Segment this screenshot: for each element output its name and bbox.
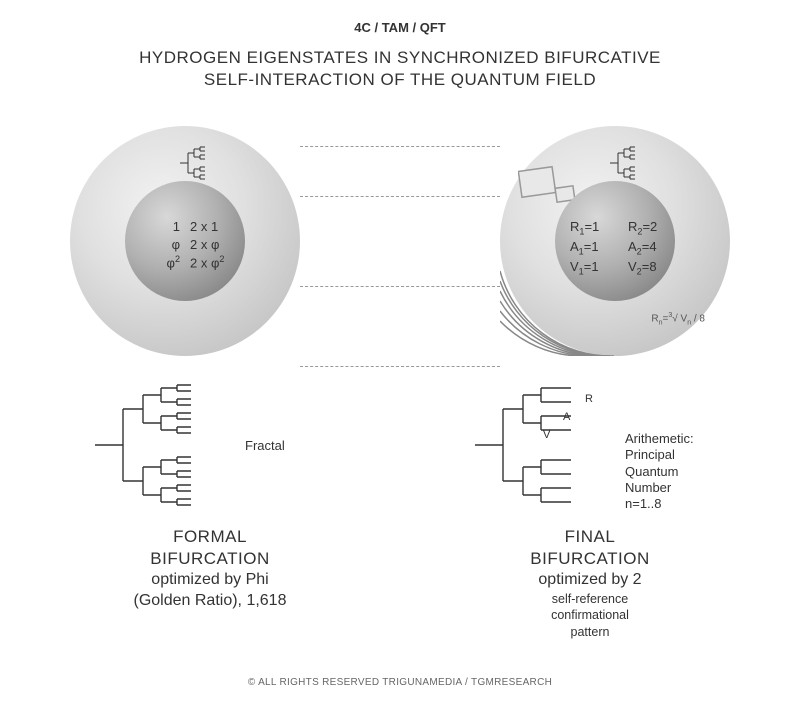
label: 2 x φ2 xyxy=(190,253,224,272)
fractal-label: Fractal xyxy=(245,438,285,454)
bifurcation-tree-icon xyxy=(180,146,235,181)
left-sphere-group: 1 φ φ2 2 x 1 2 x φ 2 x φ2 xyxy=(70,126,300,356)
node-v-label: V xyxy=(543,429,550,443)
copyright-footer: © ALL RIGHTS RESERVED TRIGUNAMEDIA / TGM… xyxy=(0,677,800,688)
label: R2=2 xyxy=(628,218,657,238)
label-line: Arithemetic: xyxy=(625,431,694,446)
caption-big: FINAL xyxy=(460,526,720,548)
caption-small: self-reference xyxy=(460,591,720,607)
right-sphere-col2: R2=2 A2=4 V2=8 xyxy=(628,218,657,278)
label: 2 x φ xyxy=(190,236,224,254)
connector-dashes xyxy=(300,126,500,356)
label-line: Number n=1..8 xyxy=(625,480,671,511)
dash-line xyxy=(300,146,500,147)
caption-line: optimized by 2 xyxy=(460,570,720,591)
label: φ2 xyxy=(155,253,180,272)
title-line-2: SELF-INTERACTION OF THE QUANTUM FIELD xyxy=(204,70,596,89)
right-sphere-group: R1=1 A1=1 V1=1 R2=2 A2=4 V2=8 Rn=3√ Vn /… xyxy=(500,126,730,356)
caption-line: optimized by Phi xyxy=(80,570,340,591)
rav-tree-icon xyxy=(475,381,625,509)
caption-line: (Golden Ratio), 1,618 xyxy=(80,591,340,612)
label: φ xyxy=(155,236,180,254)
left-tree-block: Fractal xyxy=(95,381,325,514)
label-line: Principal xyxy=(625,447,675,462)
inner-sphere xyxy=(125,181,245,301)
caption-big: BIFURCATION xyxy=(80,548,340,570)
right-tree-block: R A V Arithemetic: Principal Quantum Num… xyxy=(475,381,705,514)
label: R1=1 xyxy=(570,218,599,238)
label: A1=1 xyxy=(570,238,599,258)
left-caption: FORMAL BIFURCATION optimized by Phi (Gol… xyxy=(80,526,340,612)
right-caption: FINAL BIFURCATION optimized by 2 self-re… xyxy=(460,526,720,640)
label: 2 x 1 xyxy=(190,218,224,236)
formula-label: Rn=3√ Vn / 8 xyxy=(651,312,705,326)
header-small-code: 4C / TAM / QFT xyxy=(0,0,800,35)
left-sphere-col2: 2 x 1 2 x φ 2 x φ2 xyxy=(190,218,224,272)
dash-line xyxy=(300,286,500,287)
title-line-1: HYDROGEN EIGENSTATES IN SYNCHRONIZED BIF… xyxy=(139,48,661,67)
label-line: Quantum xyxy=(625,464,678,479)
sphere-diagram-row: 1 φ φ2 2 x 1 2 x φ 2 x φ2 xyxy=(0,111,800,371)
label: V1=1 xyxy=(570,258,599,278)
caption-big: FORMAL xyxy=(80,526,340,548)
caption-big: BIFURCATION xyxy=(460,548,720,570)
node-a-label: A xyxy=(563,411,570,425)
label: 1 xyxy=(155,218,180,236)
bifurcation-tree-icon xyxy=(610,146,665,181)
fractal-tree-icon xyxy=(95,381,245,509)
dash-line xyxy=(300,196,500,197)
right-sphere-col1: R1=1 A1=1 V1=1 xyxy=(570,218,599,278)
tree-diagram-row: Fractal R A V Arithemetic: Principal Qua… xyxy=(0,381,800,521)
page-title: HYDROGEN EIGENSTATES IN SYNCHRONIZED BIF… xyxy=(0,35,800,91)
caption-row: FORMAL BIFURCATION optimized by Phi (Gol… xyxy=(0,526,800,646)
dash-line xyxy=(300,366,500,367)
caption-small: confirmational xyxy=(460,607,720,623)
node-r-label: R xyxy=(585,393,593,407)
label: A2=4 xyxy=(628,238,657,258)
arithmetic-label: Arithemetic: Principal Quantum Number n=… xyxy=(625,431,705,512)
left-sphere-col1: 1 φ φ2 xyxy=(155,218,180,272)
caption-small: pattern xyxy=(460,624,720,640)
label: V2=8 xyxy=(628,258,657,278)
